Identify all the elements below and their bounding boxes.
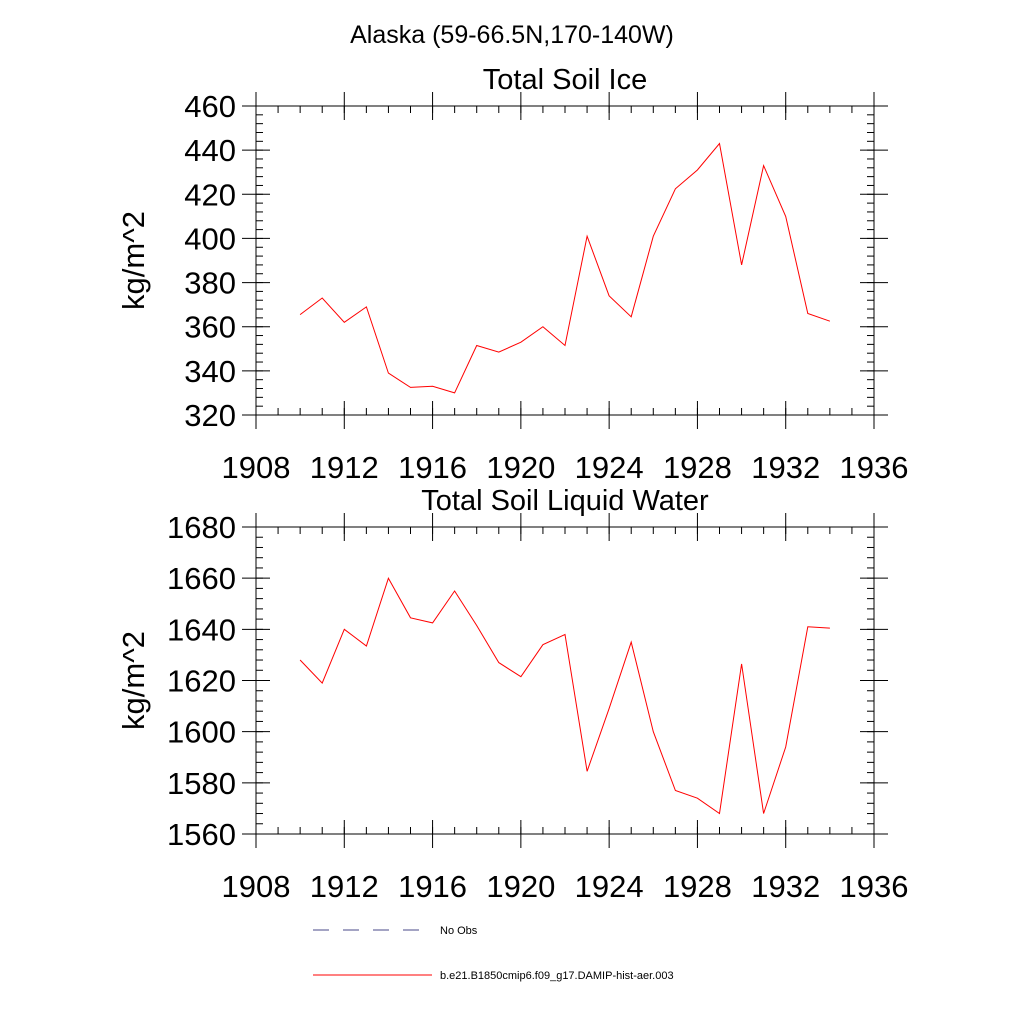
y-tick-label: 1580 (167, 766, 236, 801)
y-tick-label: 440 (184, 133, 236, 168)
y-tick-label: 1560 (167, 817, 236, 852)
y-tick-label: 380 (184, 266, 236, 301)
figure-title: Alaska (59-66.5N,170-140W) (350, 21, 674, 49)
y-tick-label: 360 (184, 310, 236, 345)
x-tick-label: 1932 (751, 869, 820, 904)
x-tick-label: 1912 (310, 450, 379, 485)
x-tick-label: 1920 (486, 450, 555, 485)
y-tick-label: 400 (184, 221, 236, 256)
y-tick-label: 420 (184, 177, 236, 212)
y-tick-label: 460 (184, 89, 236, 124)
x-tick-label: 1932 (751, 450, 820, 485)
series-line (299, 576, 830, 815)
legend-label-model: b.e21.B1850cmip6.f09_g17.DAMIP-hist-aer.… (440, 970, 674, 982)
x-tick-label: 1924 (575, 450, 644, 485)
x-tick-label: 1936 (840, 450, 909, 485)
legend: No Obs b.e21.B1850cmip6.f09_g17.DAMIP-hi… (313, 925, 674, 982)
soil-ice-panel: Total Soil Ice kg/m^2 320 340 360 380 400 420 44… (116, 64, 908, 485)
x-tick-label: 1916 (398, 869, 467, 904)
y-tick-label: 1680 (167, 510, 236, 545)
y-tick-label: 340 (184, 354, 236, 389)
panel-title: Total Soil Ice (483, 64, 647, 96)
plot-frame (255, 526, 875, 835)
y-tick-label: 1620 (167, 664, 236, 699)
x-tick-label: 1908 (222, 869, 291, 904)
y-tick-label: 1640 (167, 612, 236, 647)
y-tick-label: 1600 (167, 715, 236, 750)
y-axis-label: kg/m^2 (116, 631, 151, 730)
x-tick-label: 1908 (222, 450, 291, 485)
x-tick-label: 1920 (486, 869, 555, 904)
x-tick-label: 1916 (398, 450, 467, 485)
x-tick-label: 1936 (840, 869, 909, 904)
y-axis-label: kg/m^2 (116, 211, 151, 310)
plot-frame (255, 105, 875, 416)
x-tick-label: 1912 (310, 869, 379, 904)
y-tick-label: 320 (184, 398, 236, 433)
legend-label-no-obs: No Obs (440, 925, 478, 937)
x-tick-label: 1928 (663, 450, 732, 485)
soil-liquid-water-panel: Total Soil Liquid Water kg/m^2 1560 1580 160… (116, 485, 908, 904)
y-tick-label: 1660 (167, 561, 236, 596)
x-tick-label: 1928 (663, 869, 732, 904)
series-line (299, 142, 831, 394)
x-tick-label: 1924 (575, 869, 644, 904)
panel-title: Total Soil Liquid Water (421, 485, 709, 517)
